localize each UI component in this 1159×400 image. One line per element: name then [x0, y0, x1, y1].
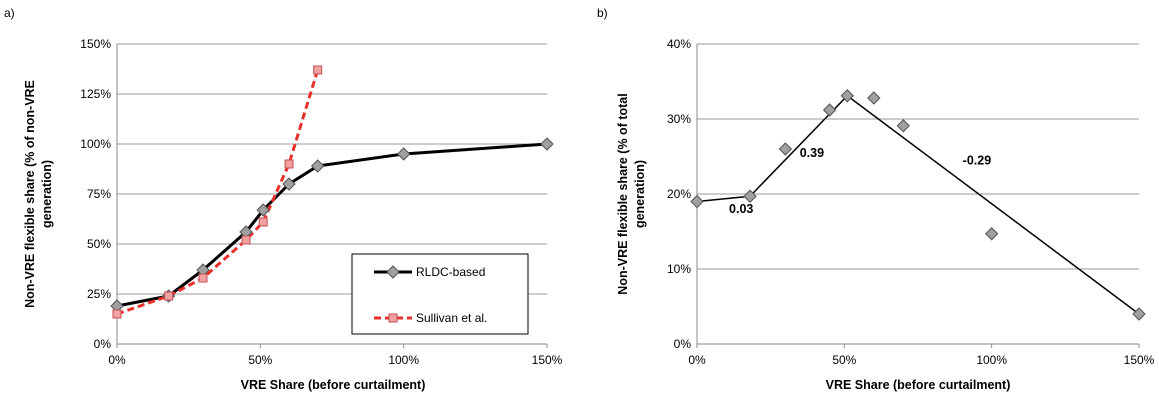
data-point-sullivan	[198, 273, 208, 283]
x-tick-label: 100%	[976, 353, 1007, 367]
gridlines-b	[696, 43, 1139, 345]
legend-marker-rldc	[386, 265, 400, 279]
x-tick-labels-b: 0% 50% 100% 150%	[688, 344, 1155, 367]
data-point	[984, 227, 999, 241]
y-tick-label: 40%	[667, 37, 691, 51]
x-tick-label: 0%	[108, 353, 126, 367]
data-point	[867, 91, 881, 105]
data-point-rldc	[396, 147, 411, 161]
data-point	[840, 89, 854, 103]
data-point	[690, 194, 704, 209]
y-tick-label: 50%	[87, 237, 111, 251]
y-tick-label: 100%	[80, 137, 111, 151]
panel-label-a: a)	[4, 6, 15, 20]
piecewise-trend-line	[696, 94, 1140, 315]
slope-annotations-b: 0.03 0.39 -0.29	[729, 146, 991, 216]
slope-annotation: 0.03	[729, 202, 753, 216]
y-tick-labels-a: 0% 25% 50% 75% 100% 125% 150%	[80, 37, 111, 351]
data-point-sullivan	[241, 235, 251, 245]
data-point	[1132, 307, 1146, 321]
x-tick-label: 50%	[832, 353, 856, 367]
x-tick-label: 50%	[248, 353, 272, 367]
y-tick-labels-b: 0% 10% 20% 30% 40%	[667, 37, 691, 351]
x-axis-title-a: VRE Share (before curtailment)	[241, 378, 426, 392]
y-axis-title-b-line2: generation)	[633, 160, 647, 228]
series-line-sullivan	[116, 69, 320, 316]
x-tick-label: 150%	[1124, 353, 1155, 367]
y-axis-title-b-line1: Non-VRE flexible share (% of total	[616, 93, 630, 294]
y-axis-title-a-line1: Non-VRE flexible share (% of non-VRE	[23, 80, 37, 308]
y-tick-label: 30%	[667, 112, 691, 126]
chart-panel-a: a) 0% 25% 50% 75% 100% 125% 150% 0% 50% 100% 150%…	[4, 6, 563, 392]
data-point-sullivan	[112, 309, 122, 319]
legend-marker-sullivan	[388, 313, 398, 323]
legend-entry-sullivan: Sullivan et al.	[374, 311, 487, 325]
y-tick-label: 125%	[80, 87, 111, 101]
y-tick-label: 20%	[667, 187, 691, 201]
data-point-rldc	[256, 203, 270, 217]
y-tick-label: 150%	[80, 37, 111, 51]
data-point	[743, 189, 757, 203]
x-axis-title-b: VRE Share (before curtailment)	[826, 378, 1011, 392]
y-tick-label: 75%	[87, 187, 111, 201]
data-point-sullivan	[258, 217, 268, 227]
data-point-sullivan	[313, 65, 323, 75]
y-tick-label: 10%	[667, 262, 691, 276]
slope-annotation: -0.29	[963, 153, 992, 167]
data-point	[778, 142, 793, 156]
data-point	[896, 119, 910, 133]
gridlines-a	[116, 43, 547, 345]
y-axis-title-a-line2: generation)	[40, 160, 54, 228]
data-point-rldc	[282, 177, 296, 191]
series-group-b	[690, 89, 1146, 321]
legend-label-rldc: RLDC-based	[416, 265, 485, 279]
data-point-sullivan	[164, 291, 174, 301]
series-group-a	[110, 65, 554, 319]
data-point-rldc	[310, 159, 325, 173]
data-point	[822, 103, 837, 117]
x-tick-label: 150%	[532, 353, 563, 367]
y-tick-label: 0%	[94, 337, 112, 351]
slope-annotation: 0.39	[800, 146, 824, 160]
chart-panel-b: b) 0% 10% 20% 30% 40% 0% 50% 100% 150% 0.03 0.39…	[597, 6, 1155, 392]
x-tick-label: 100%	[388, 353, 419, 367]
legend-a: RLDC-based Sullivan et al.	[351, 253, 529, 335]
legend-label-sullivan: Sullivan et al.	[416, 311, 487, 325]
x-tick-label: 0%	[688, 353, 706, 367]
x-tick-labels-a: 0% 50% 100% 150%	[108, 344, 563, 367]
data-point-sullivan	[284, 159, 294, 169]
legend-box	[351, 253, 529, 335]
y-tick-label: 25%	[87, 287, 111, 301]
data-point-rldc	[540, 137, 554, 151]
legend-entry-rldc: RLDC-based	[374, 265, 485, 279]
panel-label-b: b)	[597, 6, 608, 20]
y-tick-label: 0%	[674, 337, 692, 351]
